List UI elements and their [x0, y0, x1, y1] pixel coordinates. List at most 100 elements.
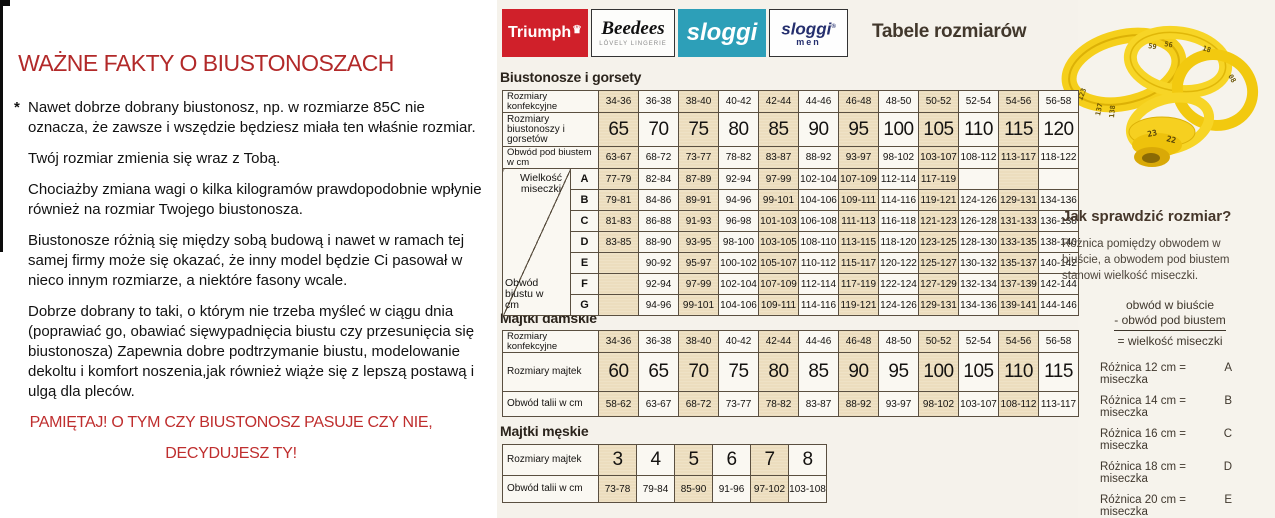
size-cell: 89-91: [678, 189, 719, 211]
size-cell: [1038, 168, 1079, 190]
size-cell: 70: [678, 352, 719, 392]
size-cell: 42-44: [758, 330, 799, 353]
size-cell: 73-77: [718, 391, 759, 417]
size-cell: 65: [598, 112, 639, 147]
svg-text:18: 18: [1201, 44, 1211, 54]
size-cell: 100-102: [718, 252, 759, 274]
size-cell: 88-90: [638, 231, 679, 253]
size-cell: 103-108: [788, 475, 827, 503]
brand-logo-row: Triumph ♛ Beedees LÖVELY LINGERIE sloggi…: [502, 9, 848, 57]
size-cell: 56-58: [1038, 330, 1079, 353]
triumph-logo-text: Triumph: [508, 24, 572, 41]
svg-text:56: 56: [1164, 40, 1174, 49]
size-cell: 70: [638, 112, 679, 147]
paragraph-text: Twój rozmiar zmienia się wraz z Tobą.: [28, 150, 281, 167]
cup-letter: B: [570, 189, 599, 211]
size-cell: [598, 252, 639, 274]
size-cell: 92-94: [718, 168, 759, 190]
size-cell: 128-130: [958, 231, 999, 253]
size-cell: 95: [878, 352, 919, 392]
size-cell: 5: [674, 444, 713, 476]
difference-text: Różnica 20 cm = miseczka: [1100, 494, 1186, 518]
size-cell: 131-133: [998, 210, 1039, 232]
paragraph: Twój rozmiar zmienia się wraz z Tobą.: [14, 149, 484, 169]
size-cell: 68-72: [638, 146, 679, 169]
how-to-check-title: Jak sprawdzić rozmiar?: [1062, 208, 1232, 225]
size-cell: 93-97: [878, 391, 919, 417]
size-cell: 46-48: [838, 90, 879, 113]
size-cell: 116-118: [878, 210, 919, 232]
size-cell: 54-56: [998, 330, 1039, 353]
size-cell: 105: [958, 352, 999, 392]
row-label: Rozmiary konfekcyjne: [502, 330, 599, 353]
cup-letter: G: [570, 294, 599, 316]
size-cell: 63-67: [598, 146, 639, 169]
size-cell: 44-46: [798, 90, 839, 113]
size-cell: 8: [788, 444, 827, 476]
cup-letter: D: [570, 231, 599, 253]
measuring-tape-image: 123 137 138 59 56 18 08 23 22: [1061, 25, 1259, 167]
size-cell: 83-85: [598, 231, 639, 253]
size-cell: 108-110: [798, 231, 839, 253]
size-cell: 48-50: [878, 330, 919, 353]
size-cell: 95: [838, 112, 879, 147]
size-cell: 99-101: [678, 294, 719, 316]
size-cell: 115: [1038, 352, 1079, 392]
size-cell: 124-126: [958, 189, 999, 211]
formula-line1: obwód w biuście: [1125, 298, 1215, 312]
size-cell: 104-106: [798, 189, 839, 211]
size-cell: 4: [636, 444, 675, 476]
size-cell: 90-92: [638, 252, 679, 274]
size-cell: 115-117: [838, 252, 879, 274]
size-cell: 126-128: [958, 210, 999, 232]
size-cell: 40-42: [718, 90, 759, 113]
svg-text:08: 08: [1226, 73, 1237, 84]
cup-diagonal-header: Wielkość miseczki Obwód biustu w cm: [502, 168, 571, 316]
size-cell: 88-92: [838, 391, 879, 417]
cup-difference-list: Różnica 12 cm = miseczka A Różnica 14 cm =…: [1100, 362, 1232, 518]
size-cell: 38-40: [678, 330, 719, 353]
row-label: Rozmiary biustonoszy i gorsetów: [502, 112, 599, 147]
bust-circumference-label: Obwód biustu w cm: [505, 277, 544, 311]
size-cell: [598, 273, 639, 295]
size-cell: 105: [918, 112, 959, 147]
how-to-check-text: Różnica pomiędzy obwodem w biuście, a ob…: [1062, 238, 1230, 282]
paragraph-text: Nawet dobrze dobrany biustonosz, np. w r…: [28, 99, 476, 136]
cup-letter: C: [1223, 428, 1232, 440]
svg-text:22: 22: [1166, 134, 1178, 145]
size-cell: 127-129: [918, 273, 959, 295]
footer-line2: DECYDUJESZ TY!: [165, 445, 297, 462]
paragraph-text: Dobrze dobrany to taki, o którym nie trz…: [28, 303, 475, 400]
size-cell: 7: [750, 444, 789, 476]
bras-size-table: Rozmiary konfekcyjne 34-36 36-38 38-40 40-42…: [502, 90, 1079, 316]
cup-size-formula: obwód w biuście - obwód pod biustem = wi…: [1096, 298, 1244, 349]
scan-artifact-bar: [0, 0, 3, 252]
men-briefs-table: Rozmiary majtek 3 4 5 6 7 8 Obwód talii w cm 73-…: [502, 444, 827, 503]
size-cell: 105-107: [758, 252, 799, 274]
cup-letter: C: [570, 210, 599, 232]
size-cell: 120: [1038, 112, 1079, 147]
sloggi-men-logo-text: sloggi®: [781, 19, 836, 39]
crown-icon: ♛: [572, 24, 582, 36]
footer-warning: PAMIĘTAJ! O TYM CZY BIUSTONOSZ PASUJE CZ…: [0, 414, 462, 463]
size-cell: 104-106: [718, 294, 759, 316]
size-cell: 48-50: [878, 90, 919, 113]
size-cell: 122-124: [878, 273, 919, 295]
triumph-logo: Triumph ♛: [502, 9, 588, 57]
size-cell: 87-89: [678, 168, 719, 190]
size-cell: 98-102: [878, 146, 919, 169]
size-cell: 115: [998, 112, 1039, 147]
size-cell: 117-119: [918, 168, 959, 190]
size-cell: 110: [998, 352, 1039, 392]
size-cell: 79-84: [636, 475, 675, 503]
size-cell: 54-56: [998, 90, 1039, 113]
size-cell: 108-112: [958, 146, 999, 169]
size-cell: 36-38: [638, 90, 679, 113]
paragraph-text: Biustonosze różnią się między sobą budow…: [28, 232, 465, 289]
paragraph: Dobrze dobrany to taki, o którym nie trz…: [14, 302, 484, 402]
size-cell: 34-36: [598, 90, 639, 113]
cup-letter: B: [1224, 395, 1232, 407]
registered-icon: ®: [831, 24, 836, 31]
size-cell: 135-137: [998, 252, 1039, 274]
size-cell: 38-40: [678, 90, 719, 113]
